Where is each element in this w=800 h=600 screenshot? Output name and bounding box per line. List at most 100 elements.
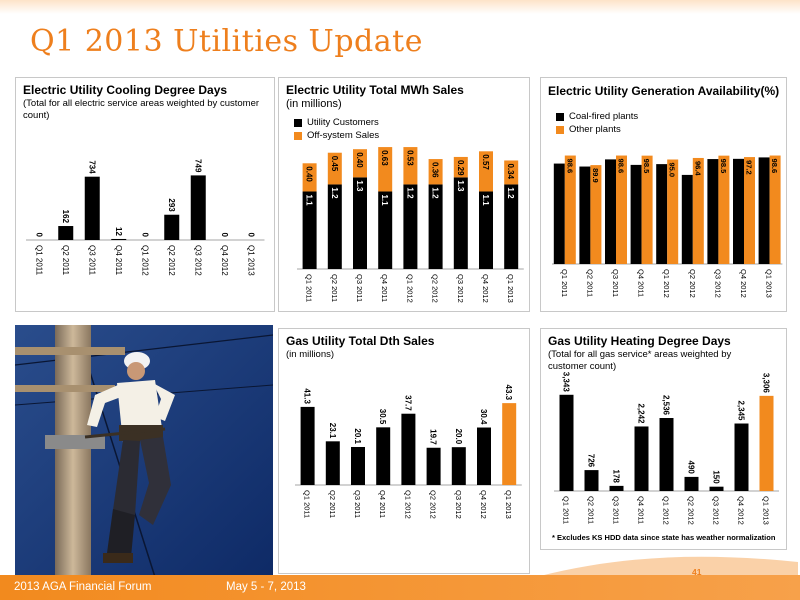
x-tick-label: Q1 2011 [562, 496, 571, 524]
data-label: 293 [167, 198, 176, 212]
data-label: 20.1 [353, 428, 362, 444]
data-label: 2,242 [637, 403, 646, 424]
x-tick-label: Q3 2012 [456, 274, 465, 303]
data-label: 0 [220, 233, 229, 238]
bar [84, 176, 100, 240]
bar [378, 147, 393, 192]
x-tick-label: Q1 2013 [762, 496, 771, 525]
bar [111, 238, 127, 240]
data-label: 89.9 [591, 168, 600, 183]
data-label: 3,343 [562, 372, 571, 393]
data-label: 490 [687, 461, 696, 475]
bar [553, 163, 565, 264]
bar [403, 184, 418, 269]
hdd-chart-panel: Gas Utility Heating Degree Days (Total f… [540, 328, 787, 550]
bar [453, 156, 468, 178]
cdd-chart-plot: Q1 2011 0 Q2 2011 162 Q3 2011 734 Q4 2011 12 Q1 … [26, 159, 265, 276]
data-label: 96.4 [693, 161, 702, 176]
x-tick-label: Q1 2012 [405, 274, 414, 303]
bar [327, 184, 342, 269]
x-tick-label: Q4 2011 [380, 274, 389, 302]
data-label: 1.3 [456, 180, 465, 192]
bar [681, 174, 693, 264]
legend-label: Off-system Sales [307, 130, 380, 141]
x-tick-label: Q4 2012 [479, 490, 488, 519]
x-tick-label: Q2 2012 [429, 490, 438, 519]
cdd-chart-panel: Electric Utility Cooling Degree Days (To… [15, 77, 275, 312]
mwh-chart-legend: Utility Customers Off-system Sales [294, 116, 379, 142]
data-label: 95.6 [734, 162, 743, 177]
x-tick-label: Q1 2011 [560, 269, 569, 297]
bar [758, 157, 770, 264]
legend-item-off-system-sales: Off-system Sales [294, 129, 379, 142]
data-label: 1.1 [481, 194, 490, 206]
x-tick-label: Q4 2011 [637, 269, 646, 297]
hdd-chart-subtitle: (Total for all gas service* areas weight… [548, 349, 732, 372]
x-tick-label: Q2 2012 [167, 245, 176, 276]
x-tick-label: Q3 2011 [612, 496, 621, 524]
bar [684, 476, 699, 491]
hdd-chart-title: Gas Utility Heating Degree Days [548, 334, 731, 348]
data-label: 43.3 [504, 385, 513, 401]
data-label: 41.3 [303, 388, 312, 404]
x-tick-label: Q3 2011 [353, 490, 362, 518]
bar [353, 177, 367, 269]
gen-chart-legend: Coal-fired plants Other plants [556, 110, 638, 136]
bar [353, 149, 367, 178]
bar [579, 166, 591, 264]
x-tick-label: Q2 2012 [687, 496, 696, 525]
mwh-chart-panel: Electric Utility Total MWh Sales (in mil… [278, 77, 530, 312]
bar [479, 191, 493, 269]
data-label: 0.40 [355, 152, 364, 168]
x-tick-label: Q3 2012 [713, 269, 722, 298]
data-label: 3,306 [762, 373, 771, 394]
x-tick-label: Q4 2012 [737, 496, 746, 525]
data-label: 749 [193, 159, 202, 173]
bar [164, 214, 180, 240]
bar [378, 191, 393, 269]
data-label: 0 [140, 233, 149, 238]
bar [667, 159, 679, 264]
x-tick-label: Q2 2011 [585, 269, 594, 297]
x-tick-label: Q1 2013 [246, 245, 255, 276]
data-label: 98.6 [617, 159, 626, 174]
x-tick-label: Q2 2011 [587, 496, 596, 524]
data-label: 90.1 [631, 168, 640, 183]
page-title: Q1 2013 Utilities Update [30, 24, 423, 59]
data-label: 95.0 [668, 163, 677, 178]
data-label: 726 [587, 454, 596, 468]
data-label: 1.1 [305, 194, 314, 206]
utility-worker-illustration [15, 325, 273, 577]
data-label: 95.4 [708, 162, 717, 177]
x-tick-label: Q3 2011 [611, 269, 620, 297]
dth-chart-title: Gas Utility Total Dth Sales [286, 334, 435, 348]
data-label: 1.1 [380, 194, 389, 206]
mwh-chart-subtitle: (in millions) [286, 98, 342, 110]
data-label: 1.2 [405, 187, 414, 199]
utility-worker-photo [15, 325, 273, 577]
bar [605, 159, 616, 264]
cdd-chart-title: Electric Utility Cooling Degree Days [23, 83, 228, 97]
data-label: 0.45 [330, 156, 339, 172]
bar [479, 151, 493, 192]
bar [58, 226, 74, 240]
data-label: 0.29 [456, 160, 465, 176]
x-tick-label: Q3 2012 [193, 245, 202, 276]
footer-event-name: 2013 AGA Financial Forum [14, 581, 152, 593]
cdd-chart-subtitle: (Total for all electric service areas we… [23, 98, 260, 121]
data-label: 81.0 [682, 178, 691, 193]
bar [590, 165, 602, 264]
data-label: 91.3 [554, 167, 563, 182]
mwh-chart-plot: Q1 2011 1.1 0.40 Q2 2011 1.2 0.45 Q3 2011 1.3 0.… [297, 147, 524, 303]
dth-chart-plot: Q1 2011 41.3 Q2 2011 23.1 Q3 2011 20.1 Q4 2011… [295, 385, 522, 519]
data-label: 98.5 [719, 159, 728, 174]
bar [401, 413, 416, 485]
x-tick-label: Q2 2012 [431, 274, 440, 303]
data-label: 97.2 [745, 160, 754, 175]
x-tick-label: Q1 2011 [305, 274, 314, 302]
bar [502, 403, 517, 485]
data-label: 0.53 [405, 150, 414, 166]
data-label: 20.0 [454, 429, 463, 445]
data-label: 98.6 [770, 159, 779, 174]
